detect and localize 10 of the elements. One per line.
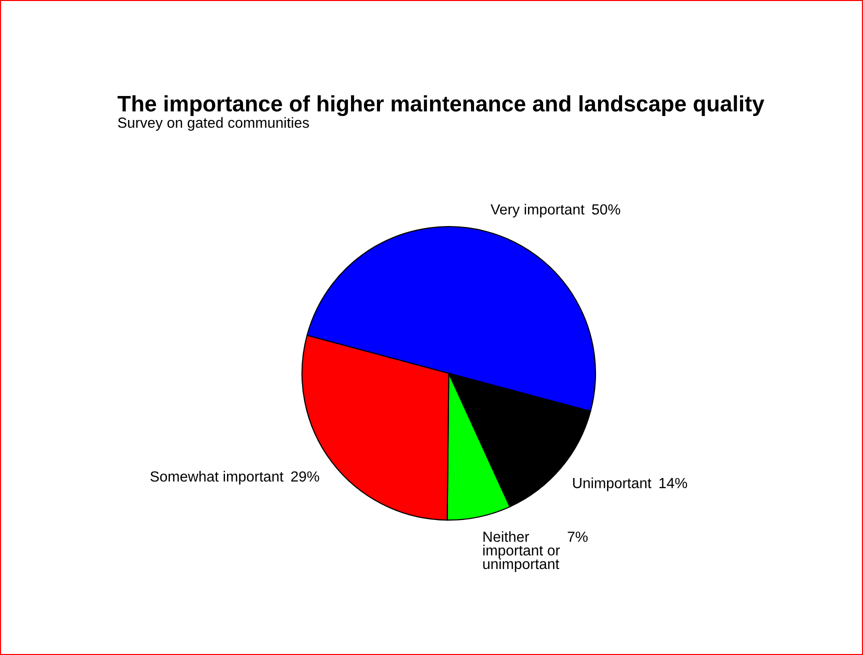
chart-subtitle: Survey on gated communities [118, 117, 309, 131]
slice-label: Very important [490, 204, 584, 218]
data-label: 14% [660, 478, 688, 488]
slice-label: Neither important or unimportant [483, 531, 560, 572]
slice-label: Somewhat important [150, 470, 284, 485]
data-label: 50% [592, 204, 620, 215]
slice-label: Unimportant [573, 478, 652, 492]
data-label: 7% [568, 532, 588, 542]
data-label: 29% [291, 471, 320, 482]
chart-title: The importance of higher maintenance and landscape quality [118, 95, 764, 116]
